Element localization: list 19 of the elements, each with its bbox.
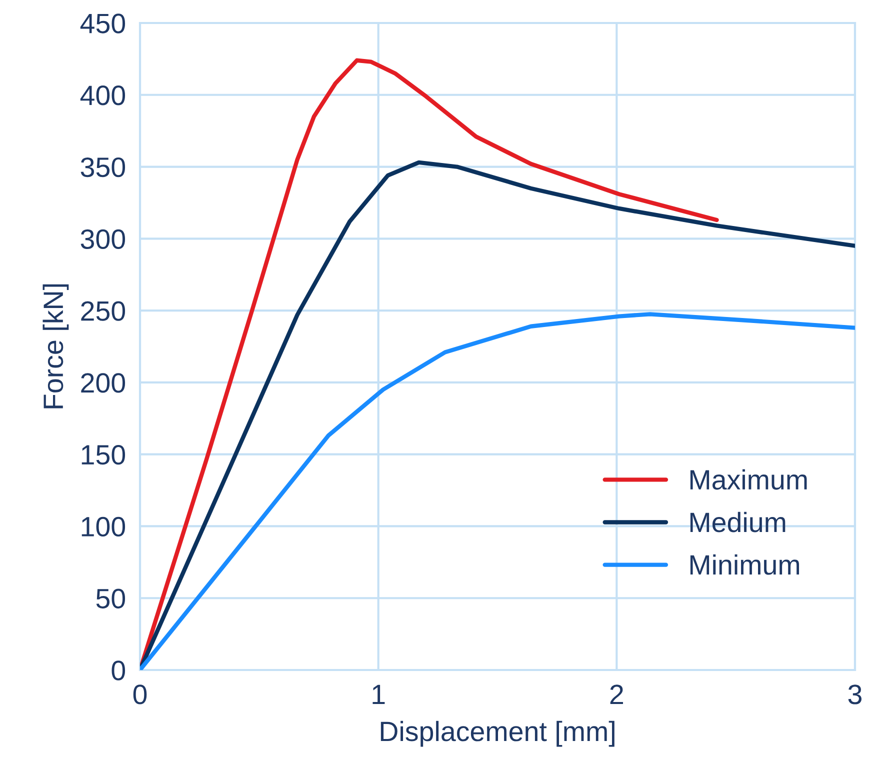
legend-label: Minimum [690,554,800,575]
y-tick-label: 300 [80,229,126,250]
x-tick-label: 1 [372,684,385,704]
y-axis-title: Force [kN] [42,284,69,408]
y-tick-label: 250 [81,301,126,321]
y-tick-label: 400 [80,86,126,106]
legend-label: Maximum [690,469,807,490]
y-tick-label: 150 [82,445,126,465]
y-tick-label: 450 [80,14,126,34]
x-tick-label: 0 [133,684,147,704]
x-tick-label: 3 [848,684,862,704]
y-tick-label: 100 [82,516,126,537]
y-tick-label: 0 [112,660,126,680]
x-tick-label: 2 [610,684,623,704]
y-tick-label: 200 [81,373,126,393]
legend-label: Medium [690,512,786,532]
x-axis-title: Displacement [mm] [380,720,614,747]
y-tick-label: 350 [80,157,126,178]
y-tick-label: 50 [96,588,126,608]
